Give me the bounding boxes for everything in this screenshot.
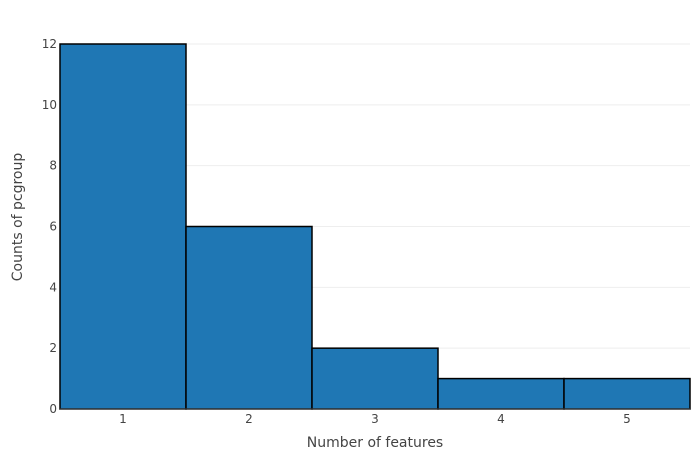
x-tick-label: 5 — [623, 412, 631, 426]
y-tick-label: 6 — [49, 220, 57, 234]
y-tick-label: 4 — [49, 280, 57, 294]
bar — [311, 347, 439, 410]
bar — [437, 377, 565, 410]
y-tick-label: 0 — [49, 402, 57, 416]
bar — [59, 43, 187, 410]
y-axis-title: Counts of pcgroup — [10, 153, 26, 282]
x-tick-label: 2 — [245, 412, 253, 426]
bar — [563, 377, 691, 410]
x-axis-title: Number of features — [307, 435, 443, 450]
bar — [185, 225, 313, 410]
bars — [59, 43, 691, 410]
x-tick-label: 3 — [371, 412, 379, 426]
y-tick-label: 12 — [42, 37, 57, 51]
y-tick-label: 10 — [42, 98, 57, 112]
y-tick-label: 2 — [49, 341, 57, 355]
x-tick-label: 1 — [119, 412, 127, 426]
x-tick-label: 4 — [497, 412, 505, 426]
y-tick-label: 8 — [49, 159, 57, 173]
